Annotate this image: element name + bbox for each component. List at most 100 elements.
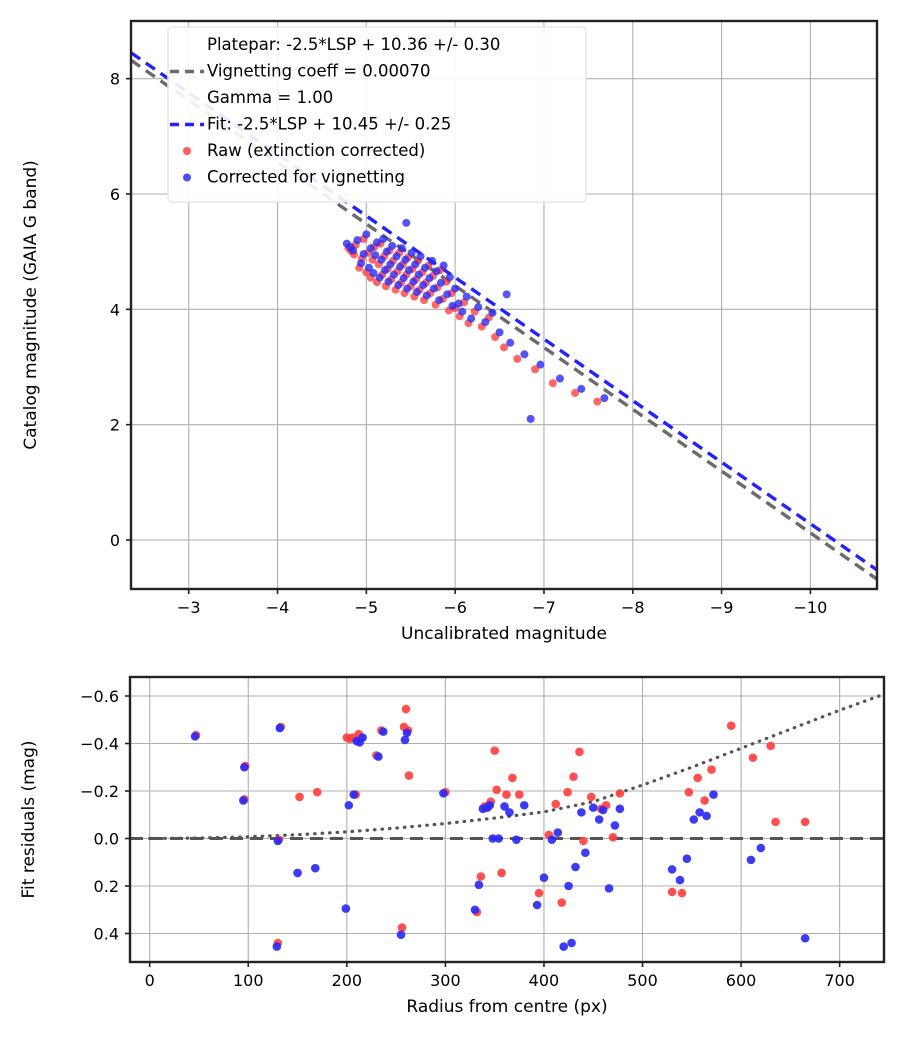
tick-label-y: 0.2	[94, 877, 119, 896]
data-point	[771, 817, 780, 827]
data-point	[353, 236, 362, 245]
data-point	[392, 252, 401, 261]
legend-entry-label: Corrected for vignetting	[207, 168, 405, 187]
tick-label-y: 4	[110, 300, 120, 319]
data-point	[420, 263, 429, 272]
data-point	[667, 887, 677, 897]
data-point	[559, 942, 568, 951]
data-point	[502, 790, 511, 799]
data-point	[519, 800, 529, 810]
data-point	[379, 727, 388, 736]
tick-label-y: 2	[110, 416, 120, 435]
data-point	[800, 933, 810, 943]
plot-background-bottom	[130, 677, 884, 962]
tick-label-x: −7	[532, 598, 556, 617]
data-point	[502, 290, 511, 299]
tick-label-y: −0.4	[80, 735, 119, 754]
tick-label-x: 0	[145, 971, 155, 990]
series-corrected-bottom	[190, 723, 810, 951]
data-point	[470, 905, 480, 915]
tick-label-y: 0.0	[94, 830, 119, 849]
data-point	[190, 732, 200, 741]
data-point	[548, 379, 557, 388]
data-point	[520, 350, 529, 359]
tick-label-x: 400	[529, 971, 560, 990]
data-point	[581, 848, 590, 858]
tick-label-y: −0.6	[80, 687, 119, 706]
series-corrected-top	[342, 218, 609, 423]
data-point	[462, 292, 471, 301]
data-point	[707, 765, 716, 774]
data-point	[404, 266, 413, 275]
data-point	[312, 787, 322, 797]
data-point	[458, 307, 467, 316]
data-point	[428, 256, 437, 265]
data-point	[358, 733, 367, 742]
data-point	[349, 246, 358, 255]
tick-label-x: 300	[430, 971, 461, 990]
data-point	[563, 787, 572, 797]
data-point	[436, 278, 445, 287]
data-point	[435, 296, 444, 305]
data-point	[344, 800, 354, 810]
legend-entry-label: Fit: -2.5*LSP + 10.45 +/- 0.25	[207, 115, 451, 134]
tick-label-x: −6	[443, 598, 467, 617]
data-point	[422, 291, 431, 300]
data-point	[534, 888, 544, 898]
data-point	[557, 898, 567, 907]
data-point	[555, 374, 564, 383]
data-point	[682, 854, 692, 863]
tick-label-x: −9	[710, 598, 734, 617]
data-point	[439, 261, 448, 270]
data-point	[571, 862, 580, 872]
data-point	[374, 752, 383, 761]
legend-entry-label: Gamma = 1.00	[207, 88, 333, 107]
data-point	[588, 803, 598, 812]
data-point	[425, 274, 434, 283]
data-point	[295, 792, 304, 802]
tick-label-x: 500	[627, 971, 658, 990]
data-point	[400, 735, 410, 745]
data-point	[586, 792, 596, 802]
data-point	[746, 855, 756, 865]
data-point	[500, 343, 508, 352]
tick-label-x: 600	[726, 971, 757, 990]
data-point	[495, 328, 504, 337]
vignetting-curve	[148, 694, 881, 841]
legend-swatch-marker	[183, 173, 191, 182]
data-point	[500, 802, 509, 811]
data-point	[476, 872, 486, 881]
data-point	[536, 360, 545, 369]
data-point	[396, 262, 405, 271]
data-point	[551, 799, 561, 809]
data-point	[416, 252, 425, 261]
data-point	[386, 260, 395, 269]
data-point	[366, 244, 375, 253]
data-point	[756, 843, 766, 853]
data-point	[379, 234, 388, 243]
data-point	[454, 299, 463, 308]
x-axis-label-bottom: Radius from centre (px)	[406, 997, 607, 1017]
axes-frame-top	[129, 19, 879, 591]
data-point	[667, 865, 677, 874]
data-point	[492, 785, 501, 795]
data-point	[402, 728, 412, 738]
legend: Platepar: -2.5*LSP + 10.36 +/- 0.30 Vigne…	[167, 26, 587, 203]
data-point	[553, 828, 563, 837]
tick-label-x: −10	[794, 598, 828, 617]
data-point	[532, 900, 542, 910]
data-point	[448, 301, 457, 310]
data-point	[695, 808, 704, 817]
data-point	[380, 266, 389, 275]
tick-label-y: 6	[110, 185, 120, 204]
data-point	[481, 318, 490, 327]
data-point	[272, 942, 282, 951]
data-point	[375, 273, 384, 282]
data-point	[359, 249, 368, 258]
data-point	[397, 923, 407, 932]
data-point	[579, 836, 588, 846]
y-axis-label-top: Catalog magnitude (GAIA G band)	[21, 160, 41, 450]
data-point	[702, 811, 711, 821]
